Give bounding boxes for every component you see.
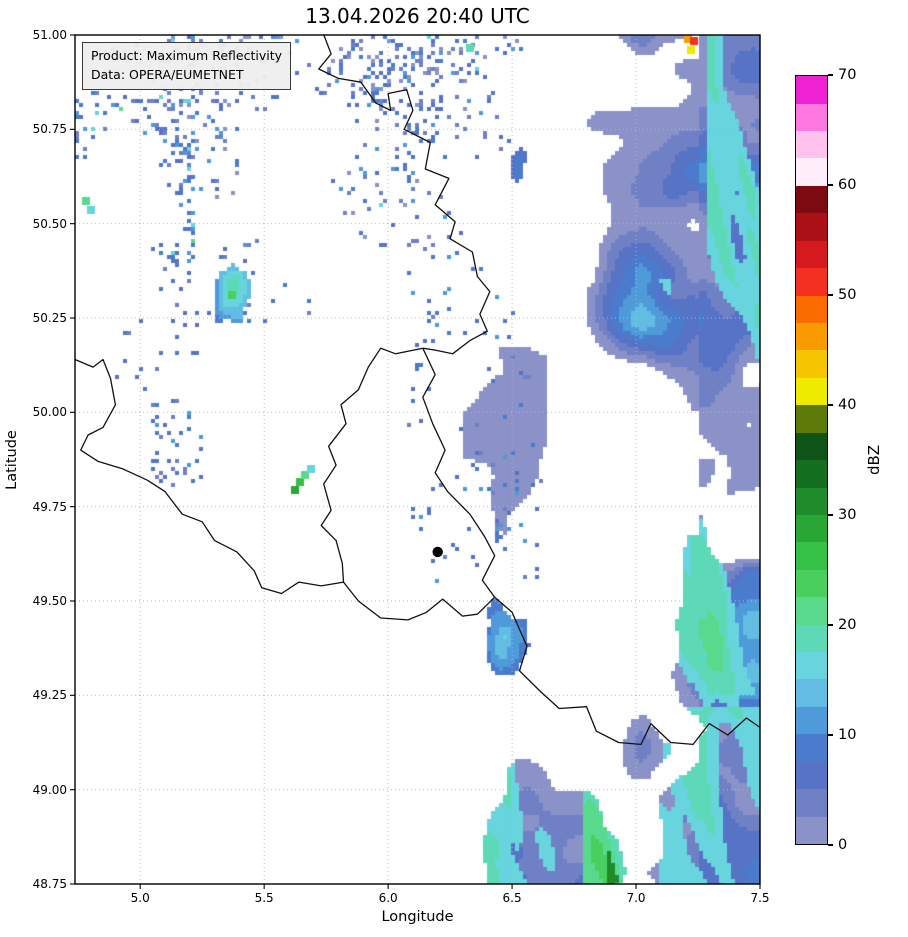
y-tick-label: 49.25 [32, 688, 67, 703]
x-tick-label: 6.5 [502, 891, 522, 905]
colorbar-tick-label: 50 [838, 287, 857, 303]
colorbar-segment [796, 350, 827, 378]
colorbar-segment [796, 624, 827, 653]
colorbar-segment [796, 679, 827, 707]
colorbar-tick-mark [828, 74, 833, 76]
colorbar-segment [796, 542, 827, 570]
y-tick-label: 50.50 [32, 216, 67, 231]
colorbar-segment [796, 213, 827, 241]
map-frame [74, 34, 761, 885]
colorbar-tick-label: 10 [838, 727, 857, 743]
colorbar-segment [796, 460, 827, 488]
colorbar-tick-label: 70 [838, 67, 857, 83]
colorbar-segment [796, 185, 827, 214]
country-border [516, 623, 761, 746]
colorbar-segment [796, 816, 827, 844]
y-tick-label: 49.00 [32, 782, 67, 797]
colorbar-segment [796, 652, 827, 680]
country-border [318, 34, 491, 355]
colorbar-segment [796, 268, 827, 296]
colorbar-tick-label: 30 [838, 507, 857, 523]
plot-title: 13.04.2026 20:40 UTC [305, 4, 530, 28]
colorbar [795, 75, 828, 845]
colorbar-segment [796, 597, 827, 625]
radar-reflectivity-canvas [75, 35, 760, 884]
y-tick-label: 50.00 [32, 405, 67, 420]
y-tick-label: 50.25 [32, 311, 67, 325]
colorbar-segment [796, 487, 827, 515]
y-tick-label: 49.75 [32, 499, 67, 514]
colorbar-segment [796, 295, 827, 323]
colorbar-tick-mark [828, 184, 833, 186]
colorbar-tick-mark [828, 624, 833, 626]
product-info-box: Product: Maximum Reflectivity Data: OPER… [82, 42, 292, 90]
colorbar-segment [796, 377, 827, 406]
colorbar-segment [796, 405, 827, 433]
colorbar-segment [796, 761, 827, 790]
x-tick-label: 7.5 [750, 891, 770, 905]
x-axis-label: Longitude [381, 909, 454, 925]
x-tick-label: 6.0 [378, 891, 398, 905]
colorbar-tick-mark [828, 844, 833, 846]
colorbar-tick-mark [828, 404, 833, 406]
colorbar-segment [796, 76, 827, 104]
colorbar-segment [796, 322, 827, 351]
colorbar-segment [796, 569, 827, 598]
colorbar-segment [796, 734, 827, 762]
colorbar-segment [796, 432, 827, 461]
country-border [74, 358, 344, 595]
country-border [422, 347, 518, 624]
product-label: Product: Maximum Reflectivity [91, 48, 283, 63]
colorbar-tick-mark [828, 734, 833, 736]
x-tick-label: 5.0 [130, 891, 150, 905]
colorbar-segment [796, 158, 827, 186]
country-border [320, 347, 423, 583]
country-border [342, 581, 496, 621]
colorbar-tick-mark [828, 514, 833, 516]
y-tick-label: 48.75 [32, 877, 67, 891]
colorbar-tick-label: 60 [838, 177, 857, 193]
x-tick-label: 7.0 [626, 891, 646, 905]
colorbar-segment [796, 240, 827, 269]
colorbar-tick-label: 0 [838, 837, 848, 853]
y-tick-label: 50.75 [32, 122, 67, 137]
colorbar-tick-label: 40 [838, 397, 857, 413]
city-marker [432, 546, 443, 558]
colorbar-segment [796, 103, 827, 132]
x-tick-label: 5.5 [254, 891, 274, 905]
y-tick-label: 49.50 [32, 594, 67, 608]
y-tick-label: 51.00 [32, 28, 67, 42]
colorbar-tick-mark [828, 294, 833, 296]
colorbar-segment [796, 706, 827, 735]
colorbar-segment [796, 789, 827, 817]
colorbar-segment [796, 514, 827, 543]
colorbar-segment [796, 131, 827, 159]
data-source-label: Data: OPERA/EUMETNET [91, 66, 244, 82]
colorbar-tick-label: 20 [838, 617, 857, 633]
